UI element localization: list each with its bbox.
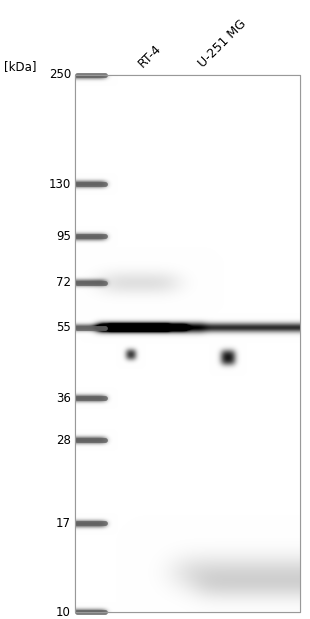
Text: 28: 28 [56,434,71,447]
Text: 72: 72 [56,276,71,289]
Text: 250: 250 [49,69,71,82]
Text: U-251 MG: U-251 MG [196,17,249,70]
Text: 10: 10 [56,605,71,618]
Bar [75,75,300,612]
Text: 17: 17 [56,517,71,530]
Bar [75,75,300,612]
Text: 36: 36 [56,392,71,405]
Text: RT-4: RT-4 [136,42,164,70]
Text: 130: 130 [49,178,71,191]
Text: 95: 95 [56,230,71,243]
Text: 55: 55 [56,321,71,334]
Text: [kDa]: [kDa] [4,60,37,73]
